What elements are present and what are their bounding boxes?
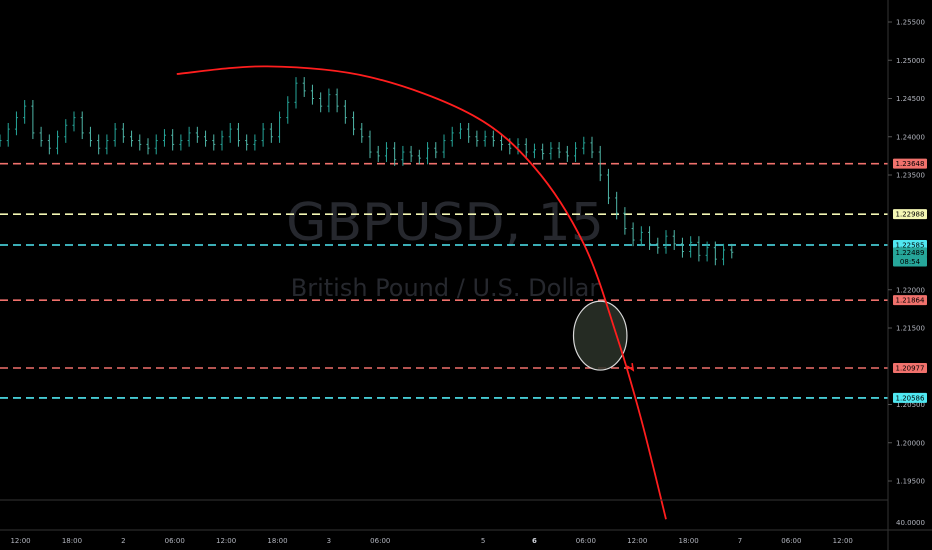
time-tick-label: 7 [738,537,742,545]
highlight-ellipse[interactable] [572,300,628,371]
time-tick-label: 12:00 [10,537,30,545]
time-tick-label: 06:00 [165,537,185,545]
horizontal-levels[interactable] [0,162,888,399]
level-label-bg-4 [893,363,927,374]
time-axis[interactable]: 12:00 18:00 2 06:00 12:00 18:00 3 06:00 5 6 06:00 1… [10,537,852,545]
time-tick-label: 06:00 [576,537,596,545]
price-tick-label: 1.24000 [896,133,925,141]
price-axis-labels: 1.23648 1.22988 1.22585 1.21864 1.20977 1.205… [893,158,927,403]
time-tick-label: 06:00 [370,537,390,545]
time-tick-label: 18:00 [62,537,82,545]
price-tick-label: 1.20000 [896,439,925,447]
drawings[interactable] [176,65,667,520]
time-tick-label: 06:00 [781,537,801,545]
time-tick-label: 12:00 [216,537,236,545]
level-label-1: 1.22988 [896,211,925,219]
price-label-0: 1.22489 [896,249,925,257]
price-tick-label: 1.19500 [896,478,925,486]
projection-arrow[interactable] [626,362,635,372]
price-label-bg-0 [893,247,927,258]
price-tick-label: 1.21500 [896,325,925,333]
time-tick-label: 12:00 [627,537,647,545]
price-tick-label: 1.24500 [896,95,925,103]
price-label-bg-1 [893,256,927,267]
time-tick-label: 12:00 [833,537,853,545]
level-label-bg-5 [893,392,927,403]
level-label-0: 1.23648 [896,160,925,168]
level-label-bg-1 [893,209,927,220]
level-label-4: 1.20977 [896,365,925,373]
price-tick-label: 1.25500 [896,19,925,27]
price-tick-label: 1.22000 [896,286,925,294]
time-tick-label: 18:00 [267,537,287,545]
time-tick-label: 3 [327,537,331,545]
volume-axis-tick: 40.0000 [896,519,925,527]
time-tick-label: 6 [532,537,537,545]
watermark-symbol: GBPUSD, 15 [286,193,604,253]
time-tick-label: 18:00 [679,537,699,545]
price-candles [0,77,734,266]
price-label-1: 08:54 [900,258,921,266]
level-label-3: 1.21864 [896,297,925,305]
level-label-2: 1.22585 [896,241,925,249]
price-tick-label: 1.23500 [896,172,925,180]
price-axis[interactable]: 1.25500 1.25000 1.24500 1.24000 1.23500 1.220… [888,19,925,486]
level-label-bg-0 [893,158,927,169]
projection-curve[interactable] [176,65,667,520]
price-tick-label: 1.20500 [896,401,925,409]
time-tick-label: 2 [121,537,125,545]
level-label-bg-3 [893,295,927,306]
price-tick-label: 1.25000 [896,57,925,65]
watermark-description: British Pound / U.S. Dollar [291,274,600,302]
level-label-5: 1.20586 [896,394,925,402]
time-tick-label: 5 [481,537,485,545]
